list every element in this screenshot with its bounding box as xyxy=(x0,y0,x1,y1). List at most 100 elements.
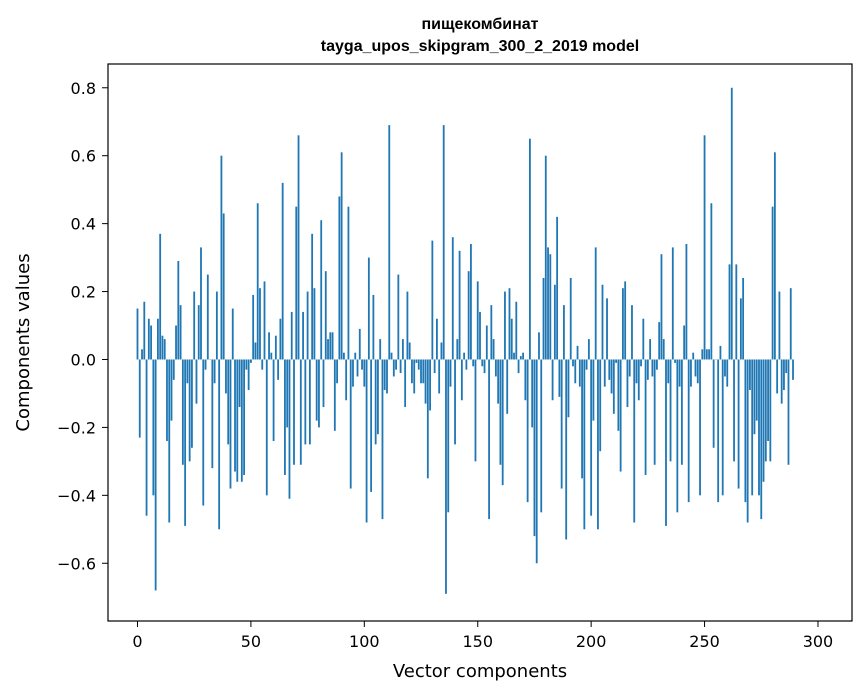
bar xyxy=(200,247,202,360)
bar xyxy=(456,339,459,360)
bar xyxy=(712,359,715,448)
x-tick-label: 250 xyxy=(689,632,720,651)
bar xyxy=(234,359,236,472)
bar xyxy=(637,359,640,401)
bar xyxy=(615,359,617,363)
bar xyxy=(501,359,504,486)
bar xyxy=(633,359,636,523)
bar xyxy=(343,352,345,360)
bar xyxy=(565,359,568,540)
bar xyxy=(370,359,373,492)
chart-title: пищекомбинат xyxy=(422,16,539,33)
bar xyxy=(424,359,427,404)
bar xyxy=(603,359,606,387)
bar xyxy=(778,291,781,360)
bar xyxy=(631,305,633,360)
bar xyxy=(533,359,536,537)
bar xyxy=(318,359,320,428)
y-tick-label: −0.2 xyxy=(57,418,96,437)
bar xyxy=(785,359,788,374)
bar xyxy=(354,352,357,360)
bar xyxy=(349,359,352,489)
bar xyxy=(742,277,745,360)
bar xyxy=(445,359,447,594)
y-tick-label: 0.6 xyxy=(71,147,96,166)
bar xyxy=(764,359,767,462)
bar xyxy=(549,254,552,360)
bar xyxy=(678,359,681,387)
bar xyxy=(172,359,175,380)
bar xyxy=(313,288,316,360)
bar xyxy=(451,237,454,360)
bar xyxy=(263,281,266,360)
bar xyxy=(286,359,289,428)
bar xyxy=(272,359,275,441)
bar xyxy=(320,220,323,360)
bar xyxy=(567,359,570,418)
plot-frame xyxy=(107,63,853,622)
bar xyxy=(433,359,436,374)
bar xyxy=(619,359,622,472)
bar xyxy=(513,352,515,360)
y-axis-ticks: −0.6 −0.4 −0.2 0.0 0.2 0.4 0.6 0.8 xyxy=(57,79,108,573)
bar xyxy=(687,359,690,503)
bar xyxy=(159,233,162,360)
x-tick-label: 150 xyxy=(462,632,493,651)
bar xyxy=(701,349,704,360)
bar xyxy=(170,359,173,421)
bar xyxy=(290,311,293,360)
bar xyxy=(708,349,710,360)
bar xyxy=(238,359,241,408)
bar xyxy=(626,359,629,408)
bar xyxy=(333,359,336,431)
bar xyxy=(236,359,239,482)
bar xyxy=(773,152,776,360)
bar xyxy=(576,345,579,360)
bar xyxy=(379,339,382,360)
bar xyxy=(338,196,341,360)
bar xyxy=(152,359,155,496)
bar xyxy=(749,359,751,391)
bar xyxy=(447,359,450,513)
bar xyxy=(653,359,656,465)
bar xyxy=(181,359,184,465)
bar xyxy=(250,359,252,363)
bar xyxy=(261,359,264,370)
bar xyxy=(690,359,692,387)
bar xyxy=(426,359,429,479)
bar xyxy=(213,359,216,384)
bar xyxy=(363,359,366,387)
bar xyxy=(220,155,223,360)
bar xyxy=(295,206,298,360)
bar xyxy=(728,264,731,360)
bar xyxy=(302,311,304,360)
bar xyxy=(538,332,540,360)
bar xyxy=(746,359,749,523)
bar xyxy=(540,359,543,513)
bar xyxy=(465,359,468,370)
bar xyxy=(717,359,720,503)
bar xyxy=(361,359,363,370)
bar xyxy=(531,359,534,428)
bar xyxy=(438,359,441,394)
y-tick-label: 0.2 xyxy=(71,283,96,302)
bar xyxy=(458,250,461,360)
bar xyxy=(721,359,724,496)
bar xyxy=(771,206,774,360)
bar xyxy=(733,359,735,462)
bar xyxy=(211,359,214,469)
bar xyxy=(508,288,511,360)
bar xyxy=(179,305,182,360)
bar xyxy=(676,359,679,513)
bar xyxy=(215,291,218,360)
bar xyxy=(243,359,245,475)
bar xyxy=(558,359,561,397)
bar xyxy=(265,359,268,496)
bar xyxy=(492,339,495,360)
bar xyxy=(408,342,411,360)
bar xyxy=(347,206,350,360)
bar xyxy=(671,247,674,360)
bar xyxy=(569,277,572,360)
bar xyxy=(227,359,230,445)
